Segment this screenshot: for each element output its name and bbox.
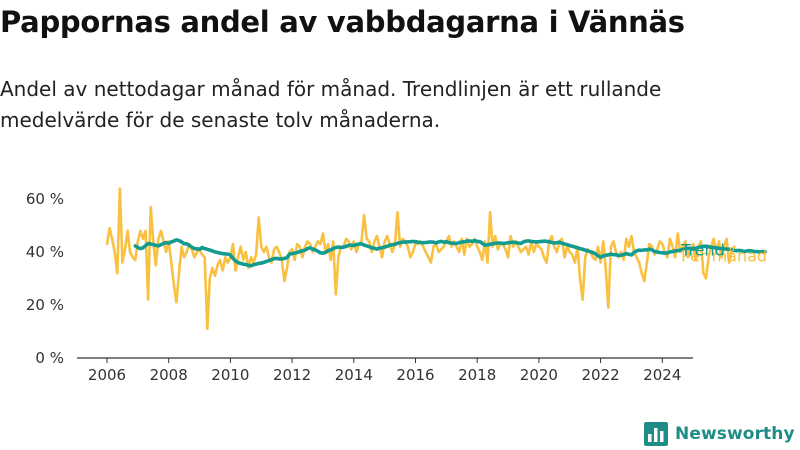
series-line-trend [133,238,767,268]
y-axis: 0 % 20 % 40 % 60 % [26,190,64,367]
chart-subtitle: Andel av nettodagar månad för månad. Tre… [0,77,662,132]
bar-chart-logo-icon [644,422,668,446]
x-tick-label: 2010 [211,366,249,384]
y-tick-label: 0 % [35,349,64,367]
series-label-trend: Trend [680,241,725,260]
x-tick-label: 2018 [458,366,496,384]
x-tick-label: 2012 [273,366,311,384]
x-tick-label: 2022 [582,366,620,384]
x-tick-label: 2024 [643,366,681,384]
newsworthy-logo: Newsworthy [644,420,795,448]
series-layer [105,187,767,331]
series-line-per-manad [105,187,736,331]
line-chart: 0 % 20 % 40 % 60 % 2006 2008 2010 2012 2014 2016… [26,187,767,384]
logo-text: Newsworthy [675,424,795,444]
y-tick-label: 20 % [26,296,64,314]
x-tick-label: 2006 [88,366,126,384]
x-tick-label: 2008 [150,366,188,384]
x-tick-label: 2020 [520,366,558,384]
x-tick-label: 2016 [396,366,434,384]
series-label-per-manad: Per månad [681,247,767,266]
x-axis: 2006 2008 2010 2012 2014 2016 2018 2020 2022 2024 [77,357,693,384]
y-tick-label: 40 % [26,243,64,261]
y-tick-label: 60 % [26,190,64,208]
chart-title: Pappornas andel av vabbdagarna i Vännäs [0,5,685,39]
x-tick-label: 2014 [335,366,373,384]
